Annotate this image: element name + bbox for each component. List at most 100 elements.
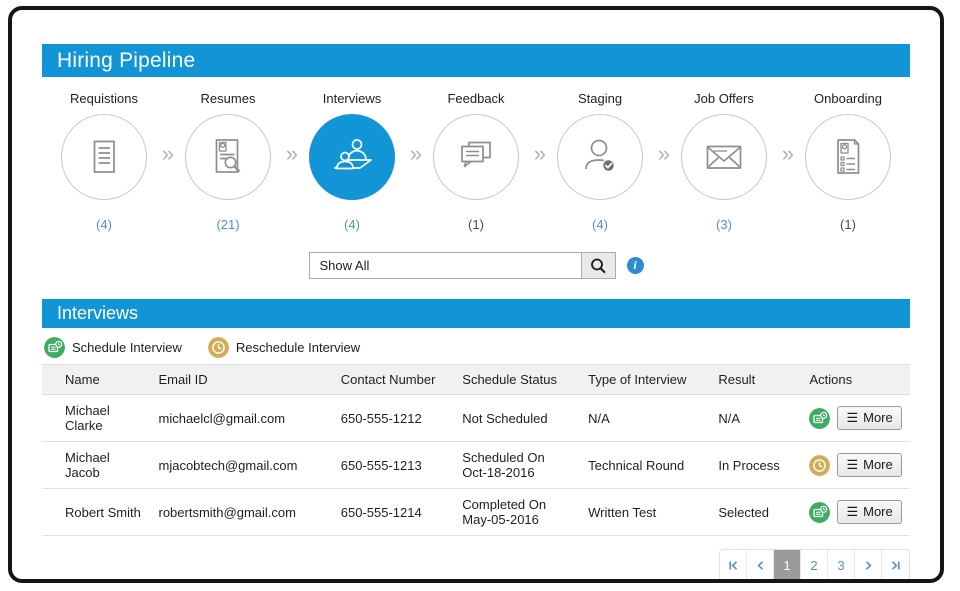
next-stage-arrow-icon: » (781, 141, 794, 166)
cell-name: Michael Jacob (42, 441, 151, 489)
stage-resumes: Resumes (21) » (166, 91, 298, 232)
hamburger-icon: ☰ (846, 409, 859, 425)
next-stage-arrow-icon: » (533, 141, 546, 166)
app-window: Hiring Pipeline Requistions (4) » (8, 6, 944, 583)
search-button[interactable] (580, 252, 616, 279)
schedule-interview-label: Schedule Interview (72, 340, 182, 355)
stage-label: Job Offers (694, 91, 754, 106)
stage-circle-feedback[interactable] (433, 114, 519, 200)
feedback-icon (461, 141, 491, 168)
stage-count: (4) (592, 217, 608, 232)
hiring-pipeline: Requistions (4) » Resumes (42, 91, 910, 232)
cell-type: Technical Round (580, 441, 711, 489)
info-icon[interactable]: i (626, 257, 644, 274)
col-header-email: Email ID (150, 364, 333, 395)
interviews-section-bar: Interviews (42, 299, 910, 328)
page-title-bar: Hiring Pipeline (42, 44, 910, 77)
col-header-contact: Contact Number (332, 364, 455, 395)
stage-onboarding: Onboarding (786, 91, 910, 232)
last-page-icon (891, 561, 900, 570)
col-header-schedule-status: Schedule Status (454, 364, 581, 395)
stage-requistions: Requistions (4) » (42, 91, 174, 232)
table-row: Michael Clarke michaelcl@gmail.com 650-5… (42, 394, 910, 442)
person-check-icon (585, 139, 616, 173)
reschedule-interview-label: Reschedule Interview (235, 340, 361, 355)
magnifier-icon (591, 258, 606, 273)
stage-job-offers: Job Offers (3) » (662, 91, 794, 232)
stage-circle-onboarding[interactable] (805, 114, 891, 200)
stage-label: Requistions (70, 91, 138, 106)
stage-label: Resumes (200, 91, 256, 106)
next-stage-arrow-icon: » (285, 141, 298, 166)
hamburger-icon: ☰ (846, 503, 859, 519)
document-icon (93, 140, 115, 173)
schedule-interview-icon[interactable] (809, 407, 831, 429)
cell-name: Robert Smith (42, 488, 151, 536)
first-page-button[interactable] (720, 550, 747, 579)
stage-circle-requistions[interactable] (61, 114, 147, 200)
schedule-interview-icon (44, 337, 65, 358)
next-stage-arrow-icon: » (657, 141, 670, 166)
col-header-type: Type of Interview (580, 364, 711, 395)
cell-schedule-status: Scheduled On Oct-18-2016 (454, 441, 581, 489)
stage-label: Staging (577, 91, 623, 106)
reschedule-interview-icon (207, 337, 229, 358)
stage-interviews: Interviews (4) » (290, 91, 422, 232)
interviews-toolbar: Schedule Interview Reschedule Interview (42, 337, 910, 358)
page-title: Hiring Pipeline (57, 48, 196, 72)
interview-icon (334, 139, 372, 170)
schedule-interview-button[interactable]: Schedule Interview (44, 337, 182, 358)
cell-type: N/A (580, 394, 711, 442)
stage-circle-job-offers[interactable] (681, 114, 767, 200)
stage-count: (4) (96, 217, 112, 232)
next-page-button[interactable] (855, 550, 882, 579)
cell-contact: 650-555-1212 (332, 394, 455, 442)
reschedule-interview-button[interactable]: Reschedule Interview (207, 337, 361, 358)
cell-schedule-status: Not Scheduled (454, 394, 581, 442)
cell-actions: ☰ More (809, 406, 902, 430)
schedule-interview-icon[interactable] (809, 501, 831, 523)
stage-circle-resumes[interactable] (185, 114, 271, 200)
stage-count: (1) (840, 217, 856, 232)
prev-page-button[interactable] (747, 550, 774, 579)
pagination: 1 2 3 (42, 549, 910, 579)
stage-label: Interviews (322, 91, 382, 106)
cell-contact: 650-555-1213 (332, 441, 455, 489)
next-stage-arrow-icon: » (409, 141, 422, 166)
more-button[interactable]: ☰ More (837, 453, 902, 477)
cell-actions: ☰ More (809, 453, 902, 477)
cell-type: Written Test (580, 488, 711, 536)
next-stage-arrow-icon: » (161, 141, 174, 166)
stage-staging: Staging (4) » (538, 91, 670, 232)
cell-email: michaelcl@gmail.com (150, 394, 333, 442)
cell-result: In Process (710, 441, 802, 489)
stage-count: (3) (716, 217, 732, 232)
table-row: Robert Smith robertsmith@gmail.com 650-5… (42, 488, 910, 536)
page-button-1[interactable]: 1 (774, 550, 801, 579)
last-page-button[interactable] (882, 550, 909, 579)
search-row: i (42, 252, 910, 279)
stage-count: (21) (216, 217, 240, 232)
more-button[interactable]: ☰ More (837, 500, 902, 524)
page-button-2[interactable]: 2 (801, 550, 828, 579)
cell-actions: ☰ More (809, 500, 902, 524)
prev-page-icon (756, 561, 763, 570)
table-header-row: Name Email ID Contact Number Schedule St… (42, 364, 910, 395)
table-row: Michael Jacob mjacobtech@gmail.com 650-5… (42, 441, 910, 489)
first-page-icon (728, 561, 737, 570)
section-title: Interviews (57, 303, 139, 323)
resume-search-icon (215, 139, 241, 173)
stage-label: Feedback (447, 91, 505, 106)
interviews-table: Name Email ID Contact Number Schedule St… (42, 364, 910, 536)
next-page-icon (865, 561, 872, 570)
page-button-3[interactable]: 3 (828, 550, 855, 579)
stage-label: Onboarding (814, 91, 882, 106)
more-button[interactable]: ☰ More (837, 406, 902, 430)
col-header-result: Result (710, 364, 802, 395)
search-input[interactable] (308, 252, 581, 279)
cell-result: Selected (710, 488, 802, 536)
stage-count: (4) (344, 217, 360, 232)
stage-circle-interviews[interactable] (309, 114, 395, 200)
reschedule-interview-icon[interactable] (809, 454, 831, 476)
stage-circle-staging[interactable] (557, 114, 643, 200)
